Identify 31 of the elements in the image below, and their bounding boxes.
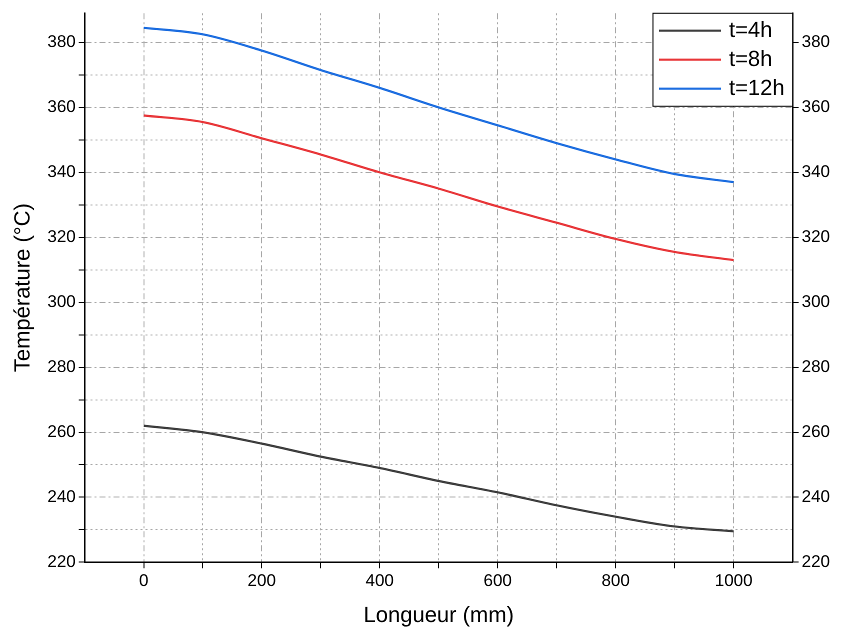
y-tick-label: 300 [47, 292, 76, 312]
x-tick-label: 200 [248, 571, 276, 590]
y2-tick-label: 300 [802, 292, 830, 312]
x-tick-label: 600 [484, 571, 512, 590]
legend-label: t=4h [728, 16, 772, 42]
y2-tick-label: 280 [802, 356, 830, 376]
y2-tick-label: 220 [802, 552, 830, 571]
y2-tick-label: 240 [802, 486, 830, 506]
x-axis-title: Longueur (mm) [364, 602, 514, 627]
y2-tick-label: 340 [802, 162, 830, 182]
y-tick-label: 320 [47, 227, 76, 246]
legend-label: t=12h [728, 74, 785, 100]
y2-tick-label: 360 [802, 97, 830, 116]
line-series [142, 424, 735, 532]
y-tick-label: 220 [47, 552, 76, 571]
y2-tick-label: 320 [802, 227, 830, 246]
y-tick-label: 380 [47, 32, 76, 52]
y-axis-title: Température (°C) [9, 203, 34, 372]
y2-tick-label: 260 [802, 422, 830, 441]
y-tick-label: 340 [47, 162, 76, 182]
x-tick-label: 400 [366, 571, 394, 590]
y-tick-label: 280 [47, 356, 76, 376]
x-tick-label: 1000 [714, 571, 753, 590]
y-tick-label: 360 [47, 97, 76, 116]
line-series [142, 114, 735, 262]
x-tick-label: 800 [601, 571, 630, 590]
y2-tick-label: 380 [802, 32, 830, 52]
y-tick-label: 240 [47, 486, 76, 506]
x-tick-label: 0 [139, 571, 148, 590]
y-tick-label: 260 [47, 422, 76, 441]
legend-label: t=8h [728, 46, 772, 71]
